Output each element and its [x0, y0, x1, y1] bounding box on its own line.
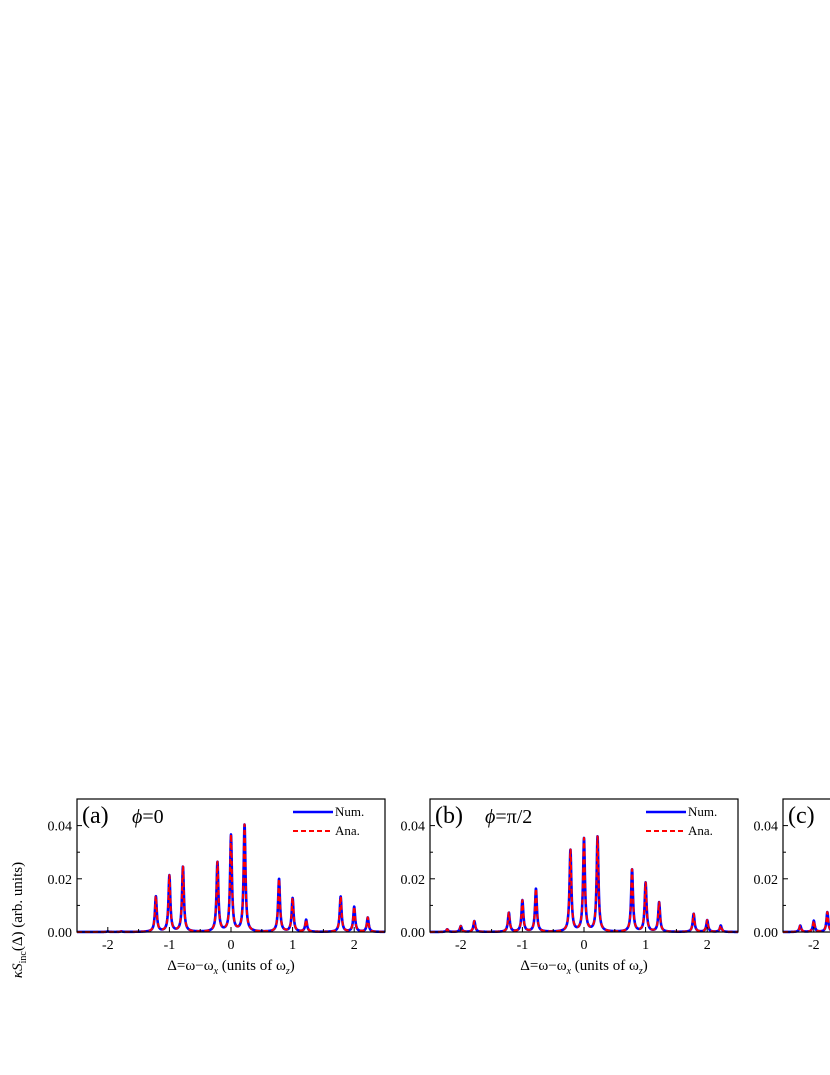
panel-a: -2 -1 0 1 2 0.00 0.02 0.04 (a) ϕ=0 Num. Ana. Δ=ω−ωx …	[48, 798, 387, 977]
y-tick-label: 0.02	[754, 873, 779, 888]
x-tick-label: -1	[517, 938, 529, 953]
x-axis-title-sub-x: x	[213, 966, 219, 977]
x-axis-title-units: (units of ω	[571, 958, 639, 974]
panel-label: (a)	[82, 803, 109, 829]
x-tick-label: -2	[808, 938, 820, 953]
y-axis-title-subscript: inc	[18, 951, 29, 964]
panel-annotation: ϕ=0	[132, 806, 164, 828]
y-tick-label: 0.02	[48, 873, 73, 888]
x-axis-title-sub-z: z	[638, 966, 643, 977]
legend-label-num: Num.	[688, 804, 717, 819]
annotation-value: =0	[142, 806, 163, 828]
y-tick-label: 0.00	[48, 926, 73, 941]
x-axis-title: Δ=ω−ωx (units of ωz)	[167, 958, 294, 977]
panel-label: (b)	[435, 803, 463, 829]
legend-label-num: Num.	[335, 804, 364, 819]
x-tick-label: -1	[164, 938, 176, 953]
x-tick-label: 2	[351, 938, 358, 953]
x-tick-label: -2	[102, 938, 114, 953]
annotation-symbol: ϕ	[132, 806, 142, 828]
x-axis-title-close: )	[643, 958, 648, 974]
x-axis-title-sub-z: z	[285, 966, 290, 977]
plot-frame	[782, 798, 830, 933]
y-axis-title: κSinc(Δ) (arb. units)	[10, 862, 29, 978]
x-tick-label: 2	[704, 938, 711, 953]
y-tick-label: 0.04	[401, 820, 426, 835]
x-axis-title-main: Δ=ω−ω	[167, 958, 213, 974]
legend-label-ana: Ana.	[688, 823, 713, 838]
panels: -2 -1 0 1 20.000.020.04 (a) ϕ=0 Num.Ana.Δ=ω−ωx …	[48, 798, 830, 977]
y-axis-title-units: (arb. units)	[10, 862, 26, 932]
x-axis-title-close: )	[290, 958, 295, 974]
y-axis-title-symbol: κS	[10, 963, 26, 978]
panel-id: (b)	[435, 803, 463, 829]
x-axis-title: Δ=ω−ωx (units of ωz)	[520, 958, 647, 977]
x-tick-label: 0	[581, 938, 588, 953]
y-tick-label: 0.00	[401, 926, 426, 941]
x-axis-title-sub-x: x	[566, 966, 572, 977]
x-tick-label: -2	[455, 938, 467, 953]
panel-label: (c)	[788, 803, 815, 829]
legend-label-ana: Ana.	[335, 823, 360, 838]
annotation-symbol: ϕ	[485, 806, 495, 828]
panel-b: -2 -1 0 1 2 0.00 0.02 0.04 (b) ϕ=π/2 Num. Ana. Δ=ω−ω…	[401, 798, 740, 977]
y-tick-label: 0.04	[754, 820, 779, 835]
x-tick-label: 1	[289, 938, 296, 953]
series-line-num	[781, 910, 830, 934]
panel-id: (c)	[788, 803, 815, 829]
x-axis-title-main: Δ=ω−ω	[520, 958, 566, 974]
y-tick-label: 0.04	[48, 820, 73, 835]
panel-annotation: ϕ=π/2	[485, 806, 532, 828]
series-line-ana	[782, 911, 830, 933]
x-axis-title-units: (units of ω	[218, 958, 286, 974]
annotation-value: =π/2	[495, 806, 532, 828]
panel-id: (a)	[82, 803, 109, 829]
series-line-num	[428, 835, 740, 934]
y-tick-label: 0.02	[401, 873, 426, 888]
panel-c: -20.000.020.04(c)Num.Ana.	[754, 798, 830, 953]
x-tick-label: 0	[228, 938, 235, 953]
x-tick-label: 1	[642, 938, 649, 953]
y-tick-label: 0.00	[754, 926, 779, 941]
y-axis-title-argument: (Δ)	[10, 932, 26, 952]
